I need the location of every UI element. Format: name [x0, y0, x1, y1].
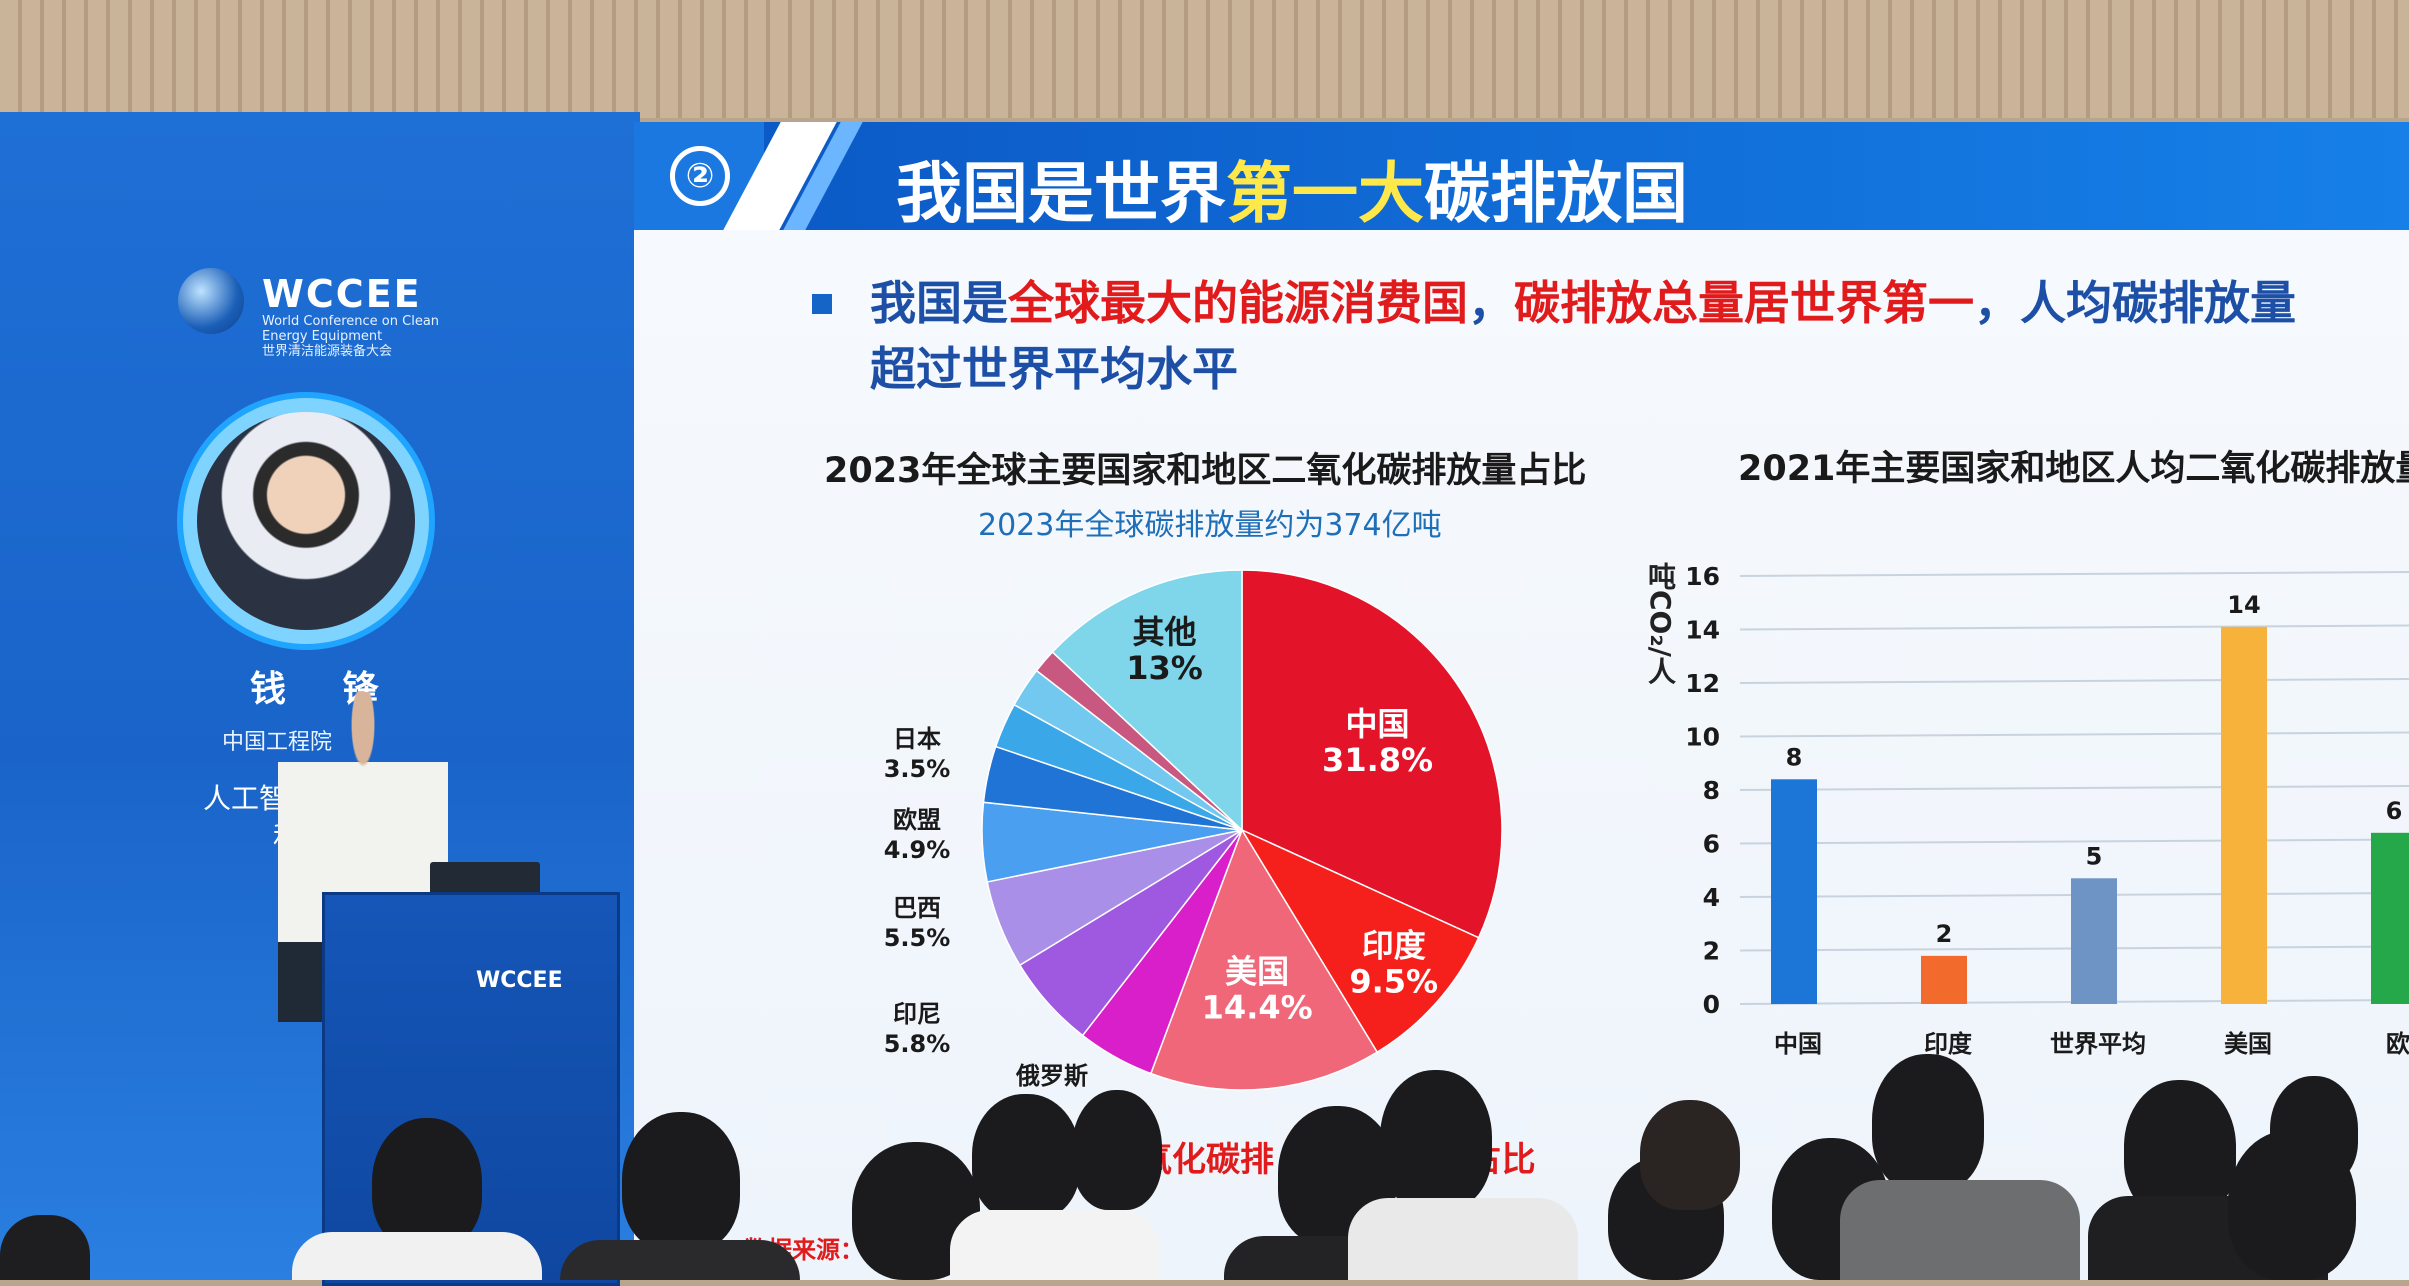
bullet-red2: 碳排放总量居世界第一	[1514, 276, 1974, 330]
pie-chart-subtitle: 2023年全球碳排放量约为374亿吨	[978, 508, 1442, 543]
footnote-fragments: 二氧化碳排 亿吨， 全球占比	[1104, 1132, 1536, 1181]
bar-value-label: 6	[2386, 797, 2403, 825]
x-tick-label: 世界平均	[2050, 1030, 2146, 1058]
event-logo-subtitle-cn: 世界清洁能源装备大会	[262, 344, 393, 359]
y-tick-label: 2	[1703, 937, 1720, 966]
footnote-fragment3: 全球占比	[1399, 1140, 1536, 1180]
grid-line	[1739, 731, 2409, 738]
grid-line	[1739, 571, 2409, 577]
pie-label: 巴西	[893, 894, 941, 922]
x-tick-label: 美国	[2224, 1030, 2272, 1058]
pie-value-label: 4.9%	[884, 836, 951, 864]
event-logo-subtitle: World Conference on Clean Energy Equipme…	[262, 314, 472, 359]
bar-chart: 0 2 4 6 8 10 12 14 16 8 中国 2 印度 5 世界平均 14 美国 6 欧	[1685, 562, 2409, 1058]
bullet-square-icon	[812, 294, 832, 314]
y-tick-label: 10	[1685, 723, 1720, 752]
grid-line	[1739, 785, 2409, 791]
bar-美国	[2221, 626, 2267, 1004]
bar-印度	[1921, 955, 1967, 1004]
bullet-part1: 我国是	[870, 276, 1008, 330]
grid-line	[1739, 624, 2409, 631]
globe-logo-icon	[178, 268, 244, 334]
pie-value-label: 5.8%	[884, 1030, 951, 1058]
pie-value-label: 5.5%	[884, 924, 951, 952]
bar-value-label: 8	[1786, 743, 1803, 771]
x-tick-label: 欧	[2386, 1030, 2409, 1058]
slide-title: 我国是世界第一大碳排放国	[896, 140, 1688, 236]
grid-line	[1739, 838, 2409, 845]
event-logo-text: WCCEE	[262, 272, 422, 316]
slide-title-part2: 碳排放国	[1424, 155, 1688, 232]
y-tick-label: 14	[1685, 616, 1720, 645]
laptop	[430, 862, 540, 896]
slide-title-part1: 我国是世界	[896, 155, 1226, 232]
y-tick-label: 8	[1703, 776, 1720, 805]
bullet-part3: ，人均碳排放量	[1974, 276, 2296, 330]
pie-chart-title: 2023年全球主要国家和地区二氧化碳排放量占比	[824, 451, 1587, 491]
slide-header	[634, 122, 2409, 230]
bullet-red1: 全球最大的能源消费国	[1008, 276, 1468, 330]
pie-label: 中国	[1346, 705, 1410, 743]
pie-label: 欧盟	[893, 806, 941, 834]
bar-value-label: 14	[2227, 591, 2260, 619]
speaker-portrait	[197, 412, 415, 630]
bar-value-label: 2	[1936, 920, 1953, 948]
source-fragment: 数据来源：国	[744, 1236, 888, 1264]
bar-世界平均	[2071, 878, 2117, 1004]
pie-value-label: 9.5%	[1349, 963, 1438, 1001]
pie-value-label: 13%	[1126, 649, 1203, 687]
pie-label: 日本	[893, 725, 941, 753]
x-tick-label: 印度	[1924, 1030, 1973, 1058]
event-logo-subtitle-en: World Conference on Clean Energy Equipme…	[262, 314, 440, 344]
slide-title-highlight: 第一大	[1226, 155, 1424, 232]
pie-label: 俄罗斯	[1015, 1062, 1088, 1090]
bullet-line2: 超过世界平均水平	[870, 342, 1238, 396]
ceiling	[0, 0, 2409, 118]
footnote-fragment2: 亿吨，	[1285, 1140, 1388, 1180]
bar-chart-ylabel: 吨CO₂/人	[1644, 562, 1677, 685]
pie-value-label: 31.8%	[1322, 741, 1433, 779]
bar-value-label: 5	[2086, 842, 2103, 870]
pie-label: 美国	[1225, 952, 1289, 990]
y-tick-label: 0	[1703, 990, 1720, 1019]
bullet-line1: 我国是全球最大的能源消费国，碳排放总量居世界第一，人均碳排放量	[870, 270, 2409, 336]
pie-label: 印尼	[893, 1000, 941, 1028]
pie-label: 印度	[1362, 927, 1426, 965]
y-tick-label: 16	[1685, 562, 1720, 591]
pie-slice-美国	[1149, 828, 1379, 1091]
presentation-slide: ② 我国是世界第一大碳排放国 我国是全球最大的能源消费国，碳排放总量居世界第一，…	[634, 122, 2409, 1280]
pie-value-label: 14.4%	[1202, 988, 1313, 1026]
x-tick-label: 中国	[1774, 1030, 1822, 1058]
y-tick-label: 6	[1703, 830, 1720, 859]
pie-value-label: 3.5%	[884, 755, 951, 783]
footnote-fragment1: 二氧化碳排	[1104, 1140, 1274, 1180]
bar-中国	[1771, 779, 1817, 1004]
grid-line	[1739, 678, 2409, 684]
slide-number: ②	[670, 146, 730, 206]
bar-欧	[2371, 832, 2409, 1004]
pie-slice-其他	[1051, 569, 1243, 832]
pie-slice-印度	[1240, 828, 1480, 1054]
speaker-avatar	[183, 398, 429, 644]
pie-slice-中国	[1241, 569, 1503, 939]
y-tick-label: 12	[1685, 669, 1720, 698]
y-tick-label: 4	[1703, 883, 1720, 912]
podium-logo: WCCEE	[476, 968, 563, 993]
podium	[322, 892, 620, 1286]
bullet-part2: ，	[1468, 276, 1514, 330]
pie-label: 其他	[1133, 613, 1197, 651]
bar-chart-title: 2021年主要国家和地区人均二氧化碳排放量	[1738, 449, 2409, 489]
